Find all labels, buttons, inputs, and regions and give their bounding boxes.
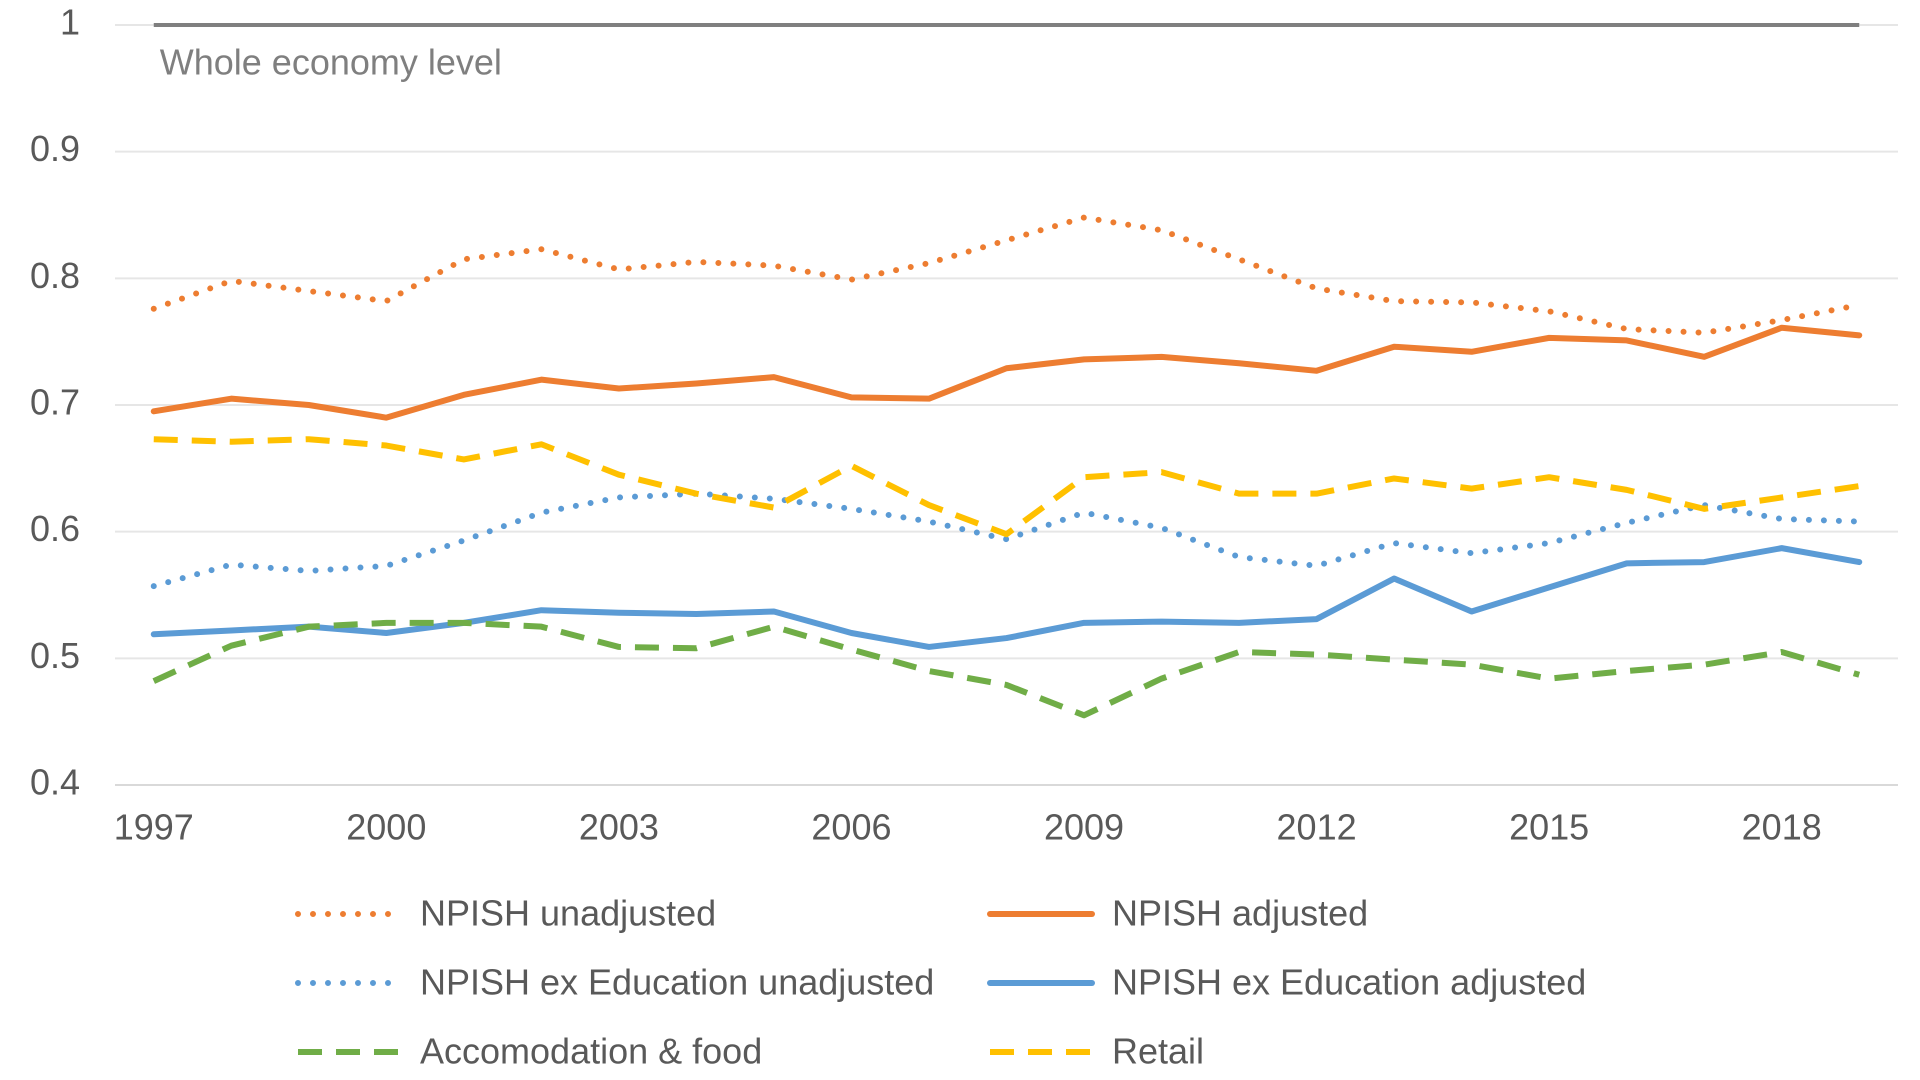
series-line	[150, 214, 1863, 336]
y-tick-label: 0.7	[30, 382, 80, 423]
legend-label: NPISH ex Education unadjusted	[420, 962, 934, 1003]
x-tick-label: 2015	[1509, 807, 1589, 848]
reference-label: Whole economy level	[160, 42, 502, 83]
x-tick-label: 2012	[1277, 807, 1357, 848]
series-line	[150, 545, 1863, 650]
y-tick-label: 0.6	[30, 508, 80, 549]
legend-label: Accomodation & food	[420, 1031, 762, 1072]
series-line	[153, 436, 1860, 538]
y-tick-label: 0.8	[30, 255, 80, 296]
y-tick-label: 0.5	[30, 635, 80, 676]
series-line	[150, 490, 1863, 590]
y-tick-label: 1	[60, 2, 80, 43]
legend-label: NPISH unadjusted	[420, 893, 716, 934]
x-tick-label: 2000	[346, 807, 426, 848]
x-tick-label: 2009	[1044, 807, 1124, 848]
y-tick-label: 0.4	[30, 762, 80, 803]
series-line	[152, 619, 1861, 719]
legend-label: NPISH adjusted	[1112, 893, 1368, 934]
legend-label: Retail	[1112, 1031, 1204, 1072]
x-tick-label: 2006	[811, 807, 891, 848]
series-line	[150, 324, 1863, 421]
x-tick-label: 2003	[579, 807, 659, 848]
x-tick-label: 2018	[1742, 807, 1822, 848]
legend-label: NPISH ex Education adjusted	[1112, 962, 1586, 1003]
y-tick-label: 0.9	[30, 128, 80, 169]
x-tick-label: 1997	[114, 807, 194, 848]
